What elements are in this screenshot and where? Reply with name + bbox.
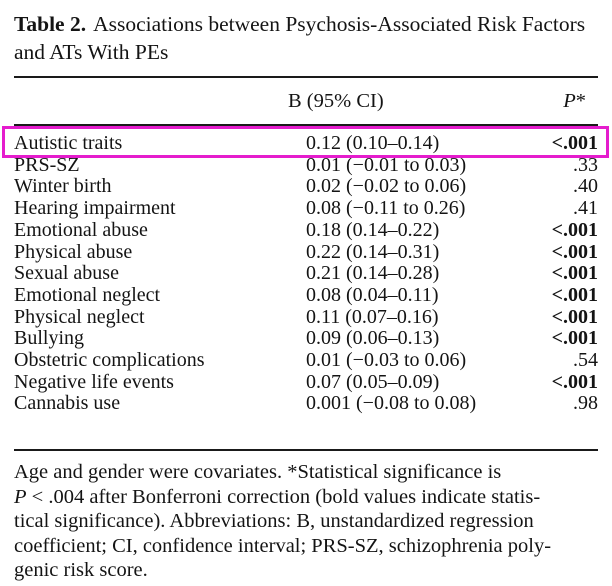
table-row: Hearing impairment 0.08 (−0.11 to 0.26) … (14, 197, 598, 220)
footnote-line-3: tical significance). Abbreviations: B, u… (14, 510, 534, 533)
risk-factor-label: Bullying (14, 327, 85, 350)
footnote-line-4: coefficient; CI, confidence interval; PR… (14, 534, 552, 557)
column-header-factor (14, 77, 288, 126)
bottom-rule (14, 449, 598, 451)
p-value: .98 (573, 392, 598, 415)
p-value: <.001 (551, 327, 598, 350)
footnote-p-italic: P (14, 485, 27, 508)
p-value: .54 (573, 349, 598, 372)
table-title-line2: and ATs With PEs (14, 40, 169, 64)
table-title: Table 2. Associations between Psychosis-A… (14, 10, 604, 66)
b-ci-value: 0.08 (0.04–0.11) (306, 283, 439, 306)
b-ci-value: 0.01 (−0.01 to 0.03) (306, 153, 467, 176)
p-value: <.001 (551, 240, 598, 263)
b-ci-value: 0.02 (−0.02 to 0.06) (306, 175, 467, 198)
b-ci-value: 0.001 (−0.08 to 0.08) (306, 392, 477, 415)
risk-factor-label: Emotional neglect (14, 283, 161, 306)
table-row: Winter birth 0.02 (−0.02 to 0.06) .40 (14, 176, 598, 198)
p-value: <.001 (551, 132, 598, 154)
table-row: Obstetric complications 0.01 (−0.03 to 0… (14, 349, 598, 372)
column-header-b-ci: B (95% CI) (288, 77, 498, 126)
p-italic-label: P (563, 89, 576, 112)
p-value: .40 (573, 175, 598, 198)
table-row: Sexual abuse 0.21 (0.14–0.28) <.001 (14, 263, 598, 285)
table-row: Physical abuse 0.22 (0.14–0.31) <.001 (14, 240, 598, 264)
table-row: Cannabis use 0.001 (−0.08 to 0.08) .98 (14, 393, 598, 415)
risk-factor-label: Sexual abuse (14, 262, 119, 285)
table-title-line1: Associations between Psychosis-Associate… (93, 12, 586, 36)
table-row: Physical neglect 0.11 (0.07–0.16) <.001 (14, 305, 598, 329)
p-value: .33 (573, 153, 598, 176)
footnote-line-1: Age and gender were covariates. *Statist… (14, 461, 502, 483)
risk-factor-label: PRS-SZ (14, 153, 80, 176)
p-value: .41 (573, 197, 598, 220)
b-ci-value: 0.08 (−0.11 to 0.26) (306, 197, 466, 220)
b-ci-value: 0.18 (0.14–0.22) (306, 218, 440, 241)
b-ci-value: 0.11 (0.07–0.16) (306, 305, 439, 328)
table-row: Negative life events 0.07 (0.05–0.09) <.… (14, 370, 598, 394)
table-row: Bullying 0.09 (0.06–0.13) <.001 (14, 328, 598, 350)
p-value: <.001 (551, 370, 598, 393)
table-row: Emotional neglect 0.08 (0.04–0.11) <.001 (14, 283, 598, 307)
risk-factor-label: Winter birth (14, 175, 112, 198)
risk-factor-label: Negative life events (14, 370, 174, 393)
b-ci-value: 0.12 (0.10–0.14) (306, 132, 440, 154)
table-body: Autistic traits 0.12 (0.10–0.14) <.001 P… (14, 125, 598, 415)
risk-factor-label: Physical neglect (14, 305, 145, 328)
table-header-row: B (95% CI) P* (14, 77, 598, 126)
risk-factor-label: Hearing impairment (14, 197, 176, 220)
b-ci-value: 0.21 (0.14–0.28) (306, 262, 440, 285)
table-footnote: Age and gender were covariates. *Statist… (14, 460, 608, 583)
risk-factor-label: Cannabis use (14, 392, 121, 415)
p-value: <.001 (551, 283, 598, 306)
footnote-line-2: < .004 after Bonferroni correction (bold… (26, 485, 541, 508)
column-header-p: P* (498, 77, 598, 126)
b-ci-value: 0.09 (0.06–0.13) (306, 327, 440, 350)
p-value: <.001 (551, 305, 598, 328)
risk-factor-label: Emotional abuse (14, 218, 148, 241)
risk-factor-label: Obstetric complications (14, 349, 205, 372)
table-row: Autistic traits 0.12 (0.10–0.14) <.001 (14, 125, 598, 155)
b-ci-value: 0.07 (0.05–0.09) (306, 370, 440, 393)
footnote-line-5: genic risk score. (14, 559, 148, 582)
risk-factor-label: Physical abuse (14, 240, 133, 263)
associations-table: B (95% CI) P* Autistic traits 0.12 (0.10… (14, 76, 598, 415)
b-ci-value: 0.01 (−0.03 to 0.06) (306, 349, 467, 372)
risk-factor-label: Autistic traits (14, 132, 123, 154)
table-number: Table 2. (14, 12, 87, 36)
p-value: <.001 (551, 262, 598, 285)
table-row: PRS-SZ 0.01 (−0.01 to 0.03) .33 (14, 153, 598, 177)
p-asterisk: * (575, 89, 586, 112)
b-ci-value: 0.22 (0.14–0.31) (306, 240, 440, 263)
table-row: Emotional abuse 0.18 (0.14–0.22) <.001 (14, 218, 598, 242)
p-value: <.001 (551, 218, 598, 241)
